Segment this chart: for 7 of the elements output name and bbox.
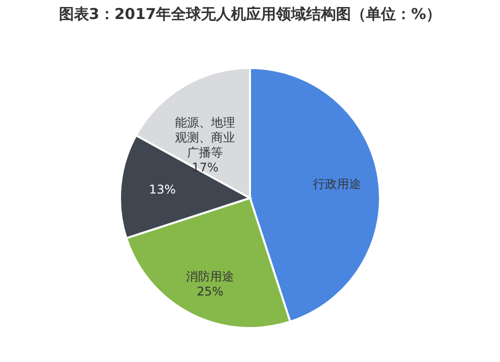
- slice-label: 消防用途: [186, 269, 234, 284]
- data-label: 25%: [196, 284, 224, 298]
- data-label: 13%: [149, 182, 176, 197]
- slice-label: 行政用途: [312, 177, 361, 192]
- chart-title: 图表3：2017年全球无人机应用领域结构图（单位：%）: [58, 5, 442, 23]
- data-label: 17%: [192, 160, 219, 174]
- slice-label: 能源、地理观测、商业广播等: [175, 115, 236, 160]
